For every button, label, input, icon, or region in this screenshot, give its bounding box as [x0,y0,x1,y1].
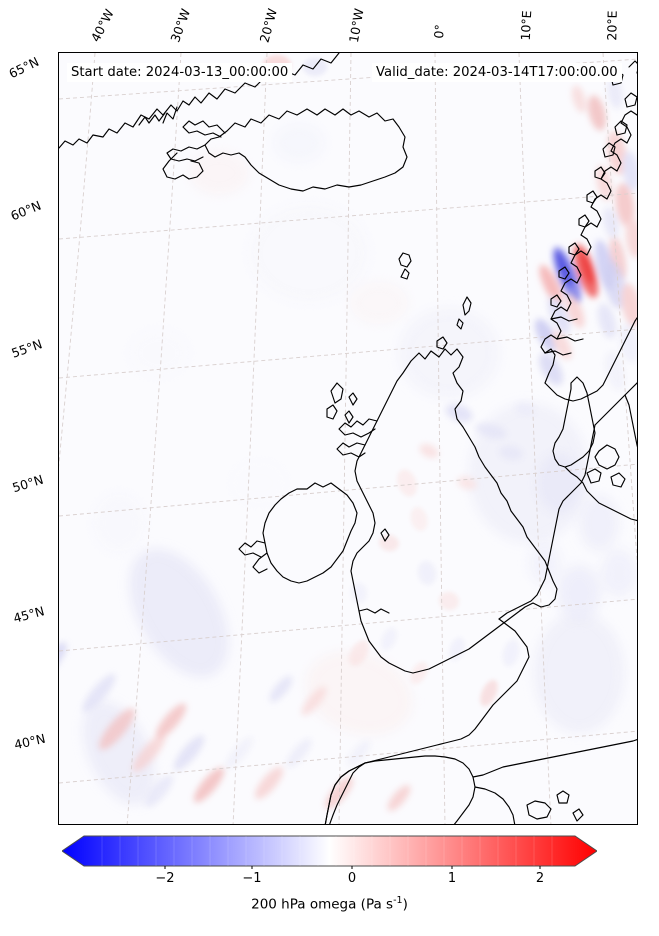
lat-tick-55n: 55°N [9,336,45,361]
lon-tick-20e: 20°E [604,10,620,41]
colorbar-title-main: 200 hPa omega (Pa s [251,896,394,913]
lon-tick-20w: 20°W [256,6,280,45]
colorbar-swatch[interactable] [62,833,597,869]
colorbar[interactable]: −2 −1 0 1 2 [62,833,597,886]
lat-tick-40n: 40°N [12,730,47,753]
map-svg [59,53,637,824]
colorbar-title-exponent: -1 [393,895,403,906]
lat-tick-50n: 50°N [10,471,46,496]
cbar-tick-1: 1 [447,871,457,886]
colorbar-title: 200 hPa omega (Pa s-1) [0,895,659,913]
start-date-annotation: Start date: 2024-03-13_00:00:00 [67,63,293,83]
lat-tick-60n: 60°N [8,197,44,224]
cbar-tick-0: 0 [347,871,357,886]
coastlines [59,53,637,824]
lon-tick-10w: 10°W [345,7,367,44]
colorbar-title-tail: ) [402,896,408,913]
cbar-tick--2: −2 [155,871,175,886]
lat-tick-65n: 65°N [6,53,42,82]
map-clip [59,53,637,824]
lat-tick-45n: 45°N [11,603,46,626]
cbar-tick-2: 2 [535,871,545,886]
lon-tick-40w: 40°W [87,6,117,45]
lon-tick-10e: 10°E [517,10,535,41]
cbar-tick--1: −1 [242,871,262,886]
lon-tick-30w: 30°W [167,6,194,45]
map-plot-area[interactable]: Start date: 2024-03-13_00:00:00 Valid_da… [58,52,638,825]
lon-tick-0: 0° [430,23,448,40]
valid-date-annotation: Valid_date: 2024-03-14T17:00:00.00 [372,63,622,83]
